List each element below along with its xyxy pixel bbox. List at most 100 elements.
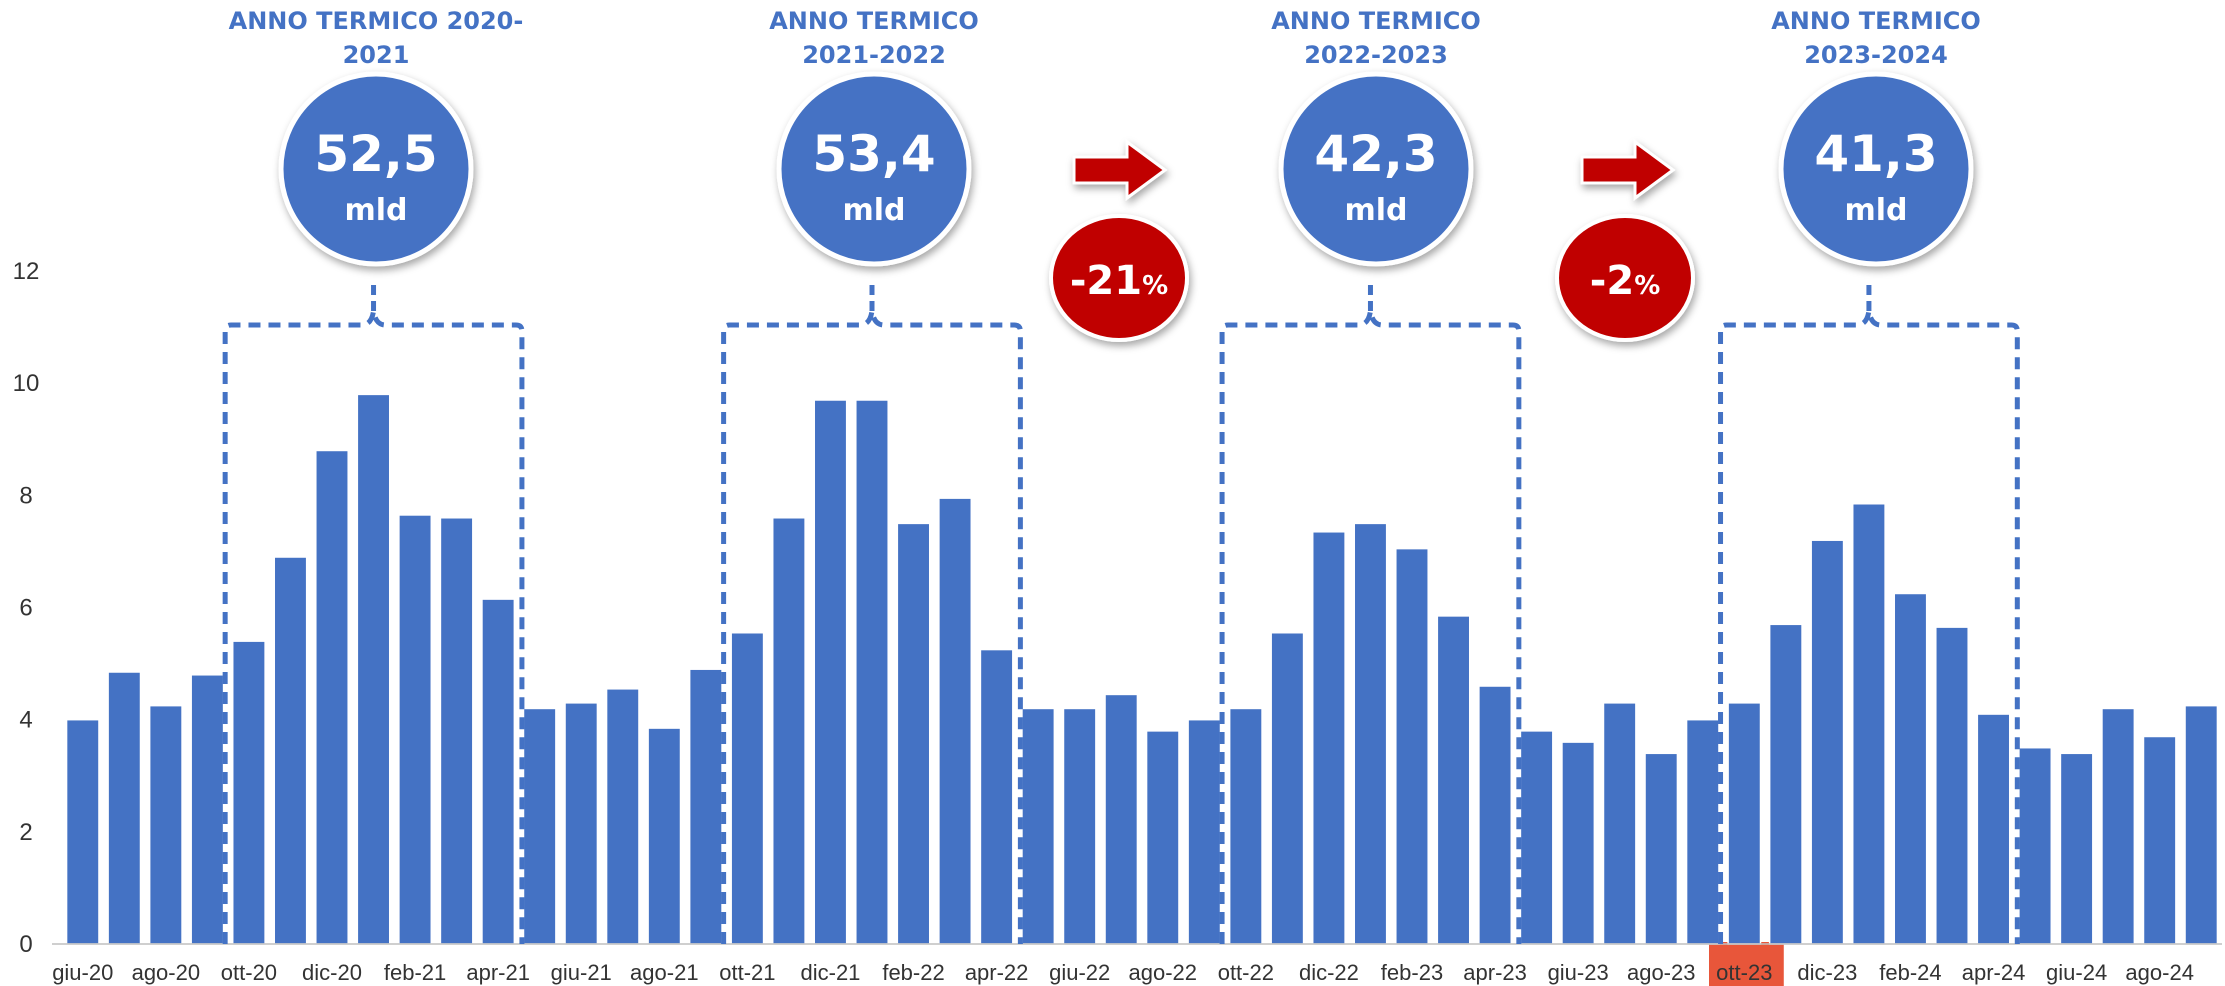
bar-mar-23 (1436, 615, 1471, 945)
y-tick-label: 2 (19, 819, 32, 846)
delta-badge (1049, 214, 1189, 342)
period-annotation-2022-2023: ANNO TERMICO 2022-2023 42,3 mld (1271, 7, 1481, 267)
delta-indicator-2023-2024: -2% (1555, 139, 1695, 342)
period-title-line2: 2022-2023 (1304, 41, 1448, 69)
x-tick-label: ott-21 (719, 960, 775, 985)
bar-mag-24 (2018, 746, 2053, 945)
bar-feb-23 (1395, 547, 1429, 945)
bar-set-21 (688, 668, 723, 945)
x-tick-label: apr-21 (466, 960, 530, 985)
bar-nov-20 (273, 556, 308, 945)
bar-ago-24 (2142, 735, 2177, 945)
delta-indicator-2022-2023: -21% (1049, 139, 1189, 342)
bar-mag-21 (522, 707, 557, 945)
highlight-region (1709, 942, 1784, 986)
bar-ott-23 (1727, 702, 1762, 945)
bar-feb-22 (896, 522, 931, 945)
bar-ott-20 (231, 640, 266, 945)
x-tick-label: apr-22 (965, 960, 1029, 985)
period-total-value: 41,3 (1814, 125, 1937, 183)
bar-giu-21 (564, 702, 599, 945)
y-tick-label: 0 (19, 931, 32, 958)
period-total-value: 52,5 (314, 125, 437, 183)
bars-layer (52, 393, 2222, 945)
bar-ago-23 (1644, 752, 1679, 945)
bar-dic-21 (813, 399, 848, 945)
bar-ott-21 (730, 631, 765, 945)
bar-set-20 (190, 674, 225, 945)
period-bracket (1718, 310, 2020, 944)
x-tick-label: apr-23 (1463, 960, 1527, 985)
bar-lug-20 (107, 671, 142, 945)
bar-ago-21 (647, 727, 682, 945)
period-title-line2: 2023-2024 (1804, 41, 1948, 69)
period-total-bubble (278, 71, 474, 267)
bar-set-24 (2184, 704, 2219, 945)
period-title-line2: 2021 (343, 41, 410, 69)
bar-apr-24 (1976, 713, 2011, 945)
bar-mag-23 (1519, 730, 1554, 945)
bar-feb-21 (398, 514, 433, 945)
right-arrow-icon (1072, 139, 1168, 201)
bar-mag-22 (1021, 707, 1056, 945)
right-arrow-icon (1580, 139, 1676, 201)
bar-lug-21 (605, 688, 640, 945)
period-annotation-2020-2021: ANNO TERMICO 2020- 2021 52,5 mld (229, 7, 523, 267)
y-axis: 0 2 4 6 8 10 12 (13, 258, 40, 958)
bar-giu-24 (2059, 752, 2094, 945)
period-total-unit: mld (1844, 193, 1907, 228)
period-total-value: 53,4 (812, 125, 935, 183)
bar-giu-22 (1062, 707, 1097, 945)
x-tick-label: giu-24 (2046, 960, 2107, 985)
bar-gen-21 (356, 393, 391, 945)
bar-mar-22 (938, 497, 973, 945)
x-tick-label: dic-22 (1299, 960, 1359, 985)
brackets-layer (222, 282, 2020, 944)
x-tick-label: ago-21 (630, 960, 699, 985)
bar-dic-20 (315, 449, 349, 945)
bar-ott-22 (1228, 707, 1263, 945)
bar-nov-23 (1768, 623, 1803, 945)
x-tick-label: feb-23 (1381, 960, 1443, 985)
bar-ago-22 (1145, 730, 1180, 945)
bar-mar-24 (1935, 626, 1969, 945)
bar-lug-24 (2101, 707, 2136, 945)
x-tick-label: feb-22 (882, 960, 944, 985)
delta-value: -21% (1070, 258, 1168, 304)
x-tick-label: ago-24 (2125, 960, 2194, 985)
y-tick-label: 4 (19, 707, 32, 734)
period-title-line1: ANNO TERMICO (1771, 7, 1981, 35)
bar-feb-24 (1893, 592, 1928, 945)
bar-giu-23 (1561, 741, 1596, 945)
bar-nov-22 (1270, 631, 1305, 945)
x-tick-label: feb-24 (1879, 960, 1941, 985)
delta-value: -2% (1590, 258, 1661, 304)
bar-dic-22 (1311, 531, 1346, 945)
x-tick-label: giu-21 (551, 960, 612, 985)
x-tick-label: giu-20 (52, 960, 113, 985)
y-tick-label: 6 (19, 595, 32, 622)
x-axis: giu-20 ago-20 ott-20 dic-20 feb-21 apr-21 giu-… (52, 960, 2194, 985)
x-tick-label: giu-22 (1049, 960, 1110, 985)
period-bracket (721, 310, 1023, 944)
bar-dic-23 (1810, 539, 1845, 945)
x-tick-label: ago-23 (1627, 960, 1696, 985)
bar-giu-20 (65, 718, 100, 945)
period-bracket (222, 310, 525, 944)
x-tick-label: ott-22 (1218, 960, 1274, 985)
period-total-unit: mld (344, 193, 407, 228)
period-total-unit: mld (842, 193, 905, 228)
delta-badge (1555, 214, 1695, 342)
bar-apr-22 (979, 648, 1014, 945)
x-tick-label: apr-24 (1962, 960, 2026, 985)
x-tick-label: ott-20 (221, 960, 277, 985)
period-bracket (1219, 310, 1522, 944)
x-tick-label: dic-23 (1797, 960, 1857, 985)
period-total-unit: mld (1344, 193, 1407, 228)
period-total-bubble (1778, 71, 1974, 267)
period-title-line1: ANNO TERMICO (1271, 7, 1481, 35)
bar-lug-23 (1602, 702, 1637, 945)
x-tick-label: dic-21 (801, 960, 861, 985)
x-tick-label: dic-20 (302, 960, 362, 985)
